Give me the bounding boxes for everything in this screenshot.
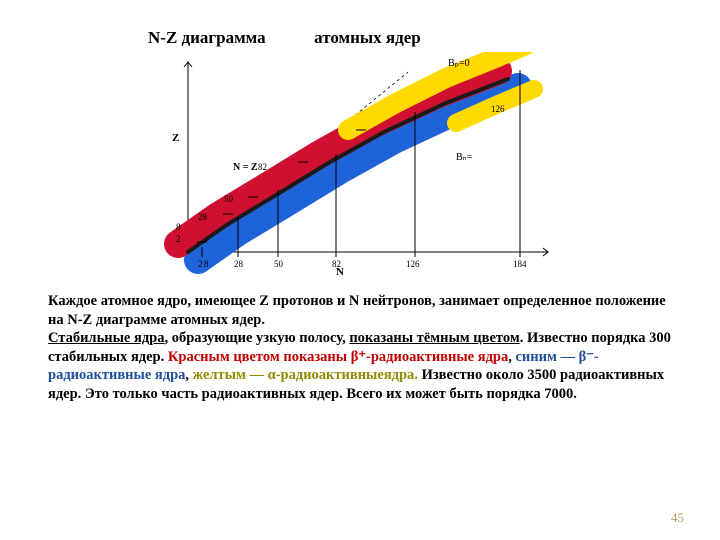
para-1: Каждое атомное ядро, имеющее Z протонов … [48, 293, 666, 328]
para-mid2: , [185, 367, 192, 383]
title-left: N-Z диаграмма [148, 28, 266, 47]
svg-text:126: 126 [491, 104, 505, 114]
para-2c: показаны тёмным цветом [349, 330, 519, 346]
svg-text:Bₙ=: Bₙ= [456, 152, 473, 163]
para-red: Красным цветом показаны β⁺-радиоактивные… [168, 349, 508, 365]
slide: N-Z диаграмма атомных ядер [0, 0, 720, 540]
svg-text:8: 8 [176, 222, 181, 232]
svg-text:184: 184 [513, 259, 527, 269]
para-yellow: желтым — α-радиоактивныеядра. [193, 367, 418, 383]
para-2b: , образующие узкую полосу, [164, 330, 349, 346]
svg-text:8: 8 [204, 259, 209, 269]
svg-text:50: 50 [274, 259, 284, 269]
svg-text:2: 2 [176, 234, 181, 244]
para-2a: Стабильные ядра [48, 330, 164, 346]
title-right: атомных ядер [314, 28, 421, 47]
svg-text:N = Z: N = Z [233, 162, 258, 173]
nz-chart-svg: 2 8 28 50 82 126 184 2 8 28 50 82 126 N … [148, 52, 568, 282]
svg-text:28: 28 [198, 212, 208, 222]
svg-text:Bₚ=0: Bₚ=0 [448, 58, 470, 69]
svg-text:82: 82 [258, 162, 267, 172]
nz-diagram: 2 8 28 50 82 126 184 2 8 28 50 82 126 N … [148, 52, 568, 282]
svg-text:28: 28 [234, 259, 244, 269]
svg-text:2: 2 [198, 259, 203, 269]
svg-text:50: 50 [224, 194, 234, 204]
slide-title: N-Z диаграмма атомных ядер [148, 28, 672, 48]
body-paragraph: Каждое атомное ядро, имеющее Z протонов … [48, 292, 672, 403]
x-axis-label: N [336, 266, 344, 278]
page-number: 45 [671, 510, 684, 526]
y-axis-label: Z [172, 132, 179, 144]
svg-text:126: 126 [406, 259, 420, 269]
